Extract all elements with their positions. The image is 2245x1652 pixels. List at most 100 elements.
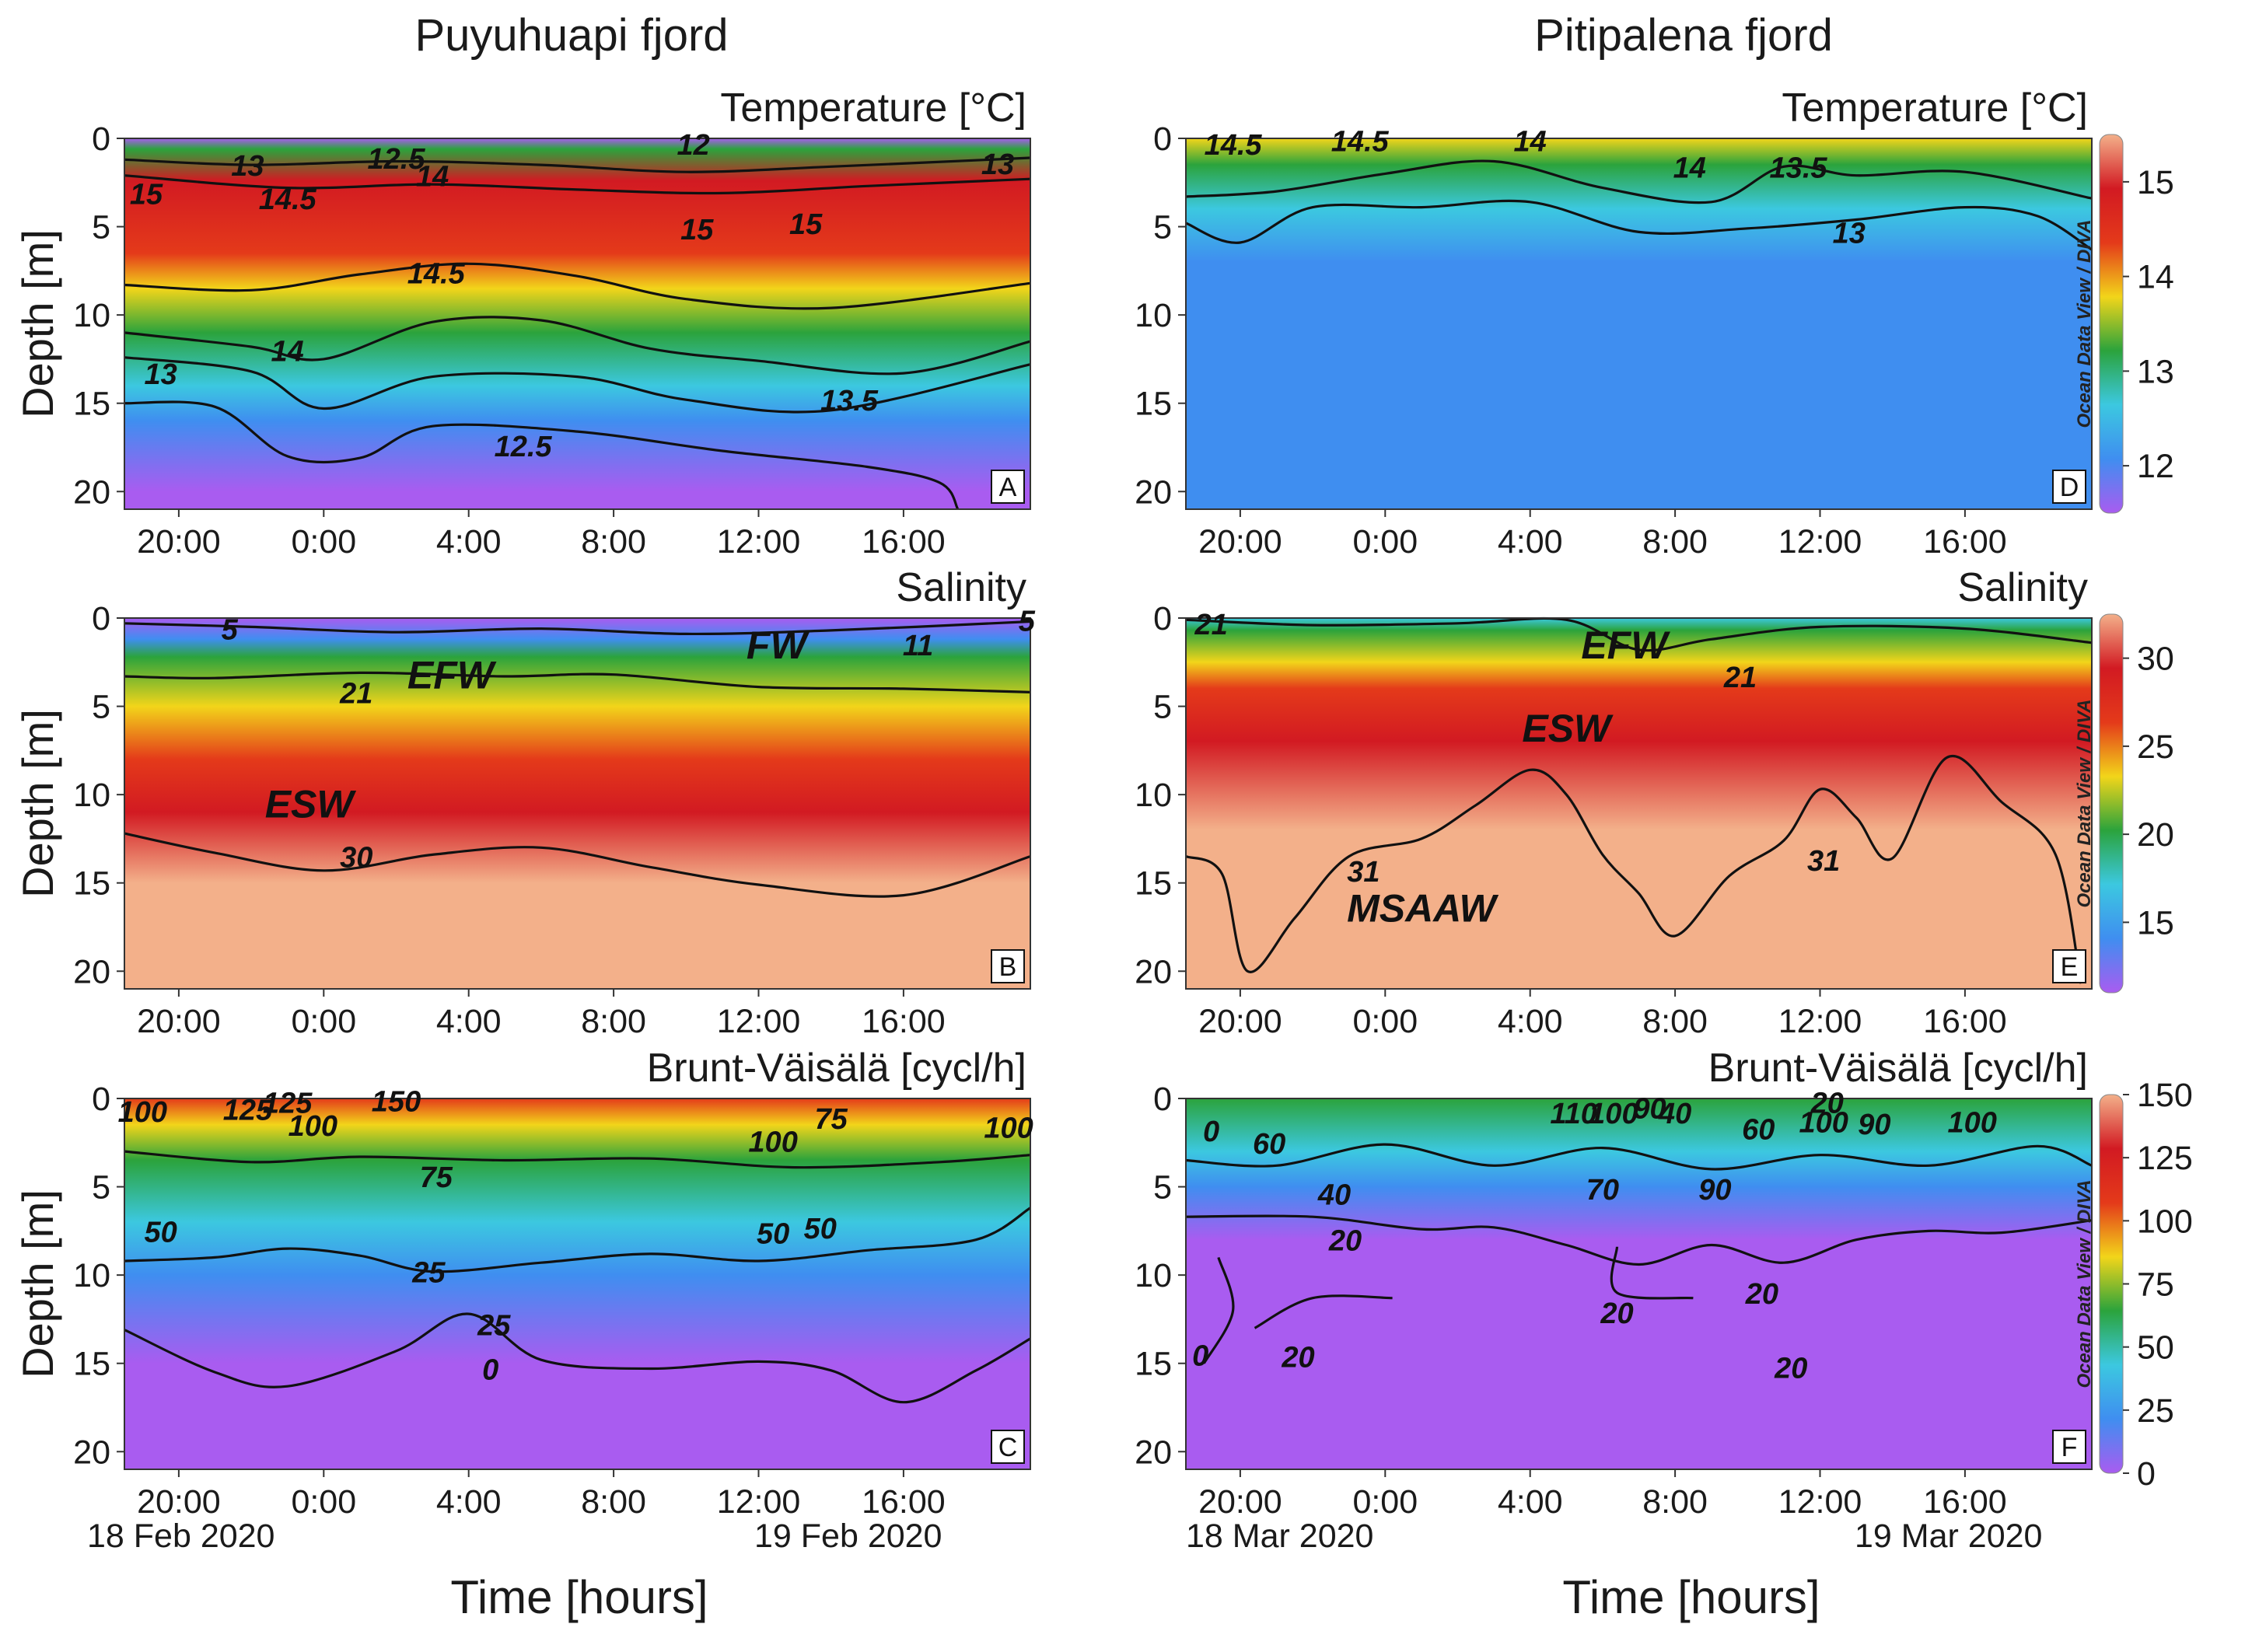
y-tick-label-f-15: 15 — [1135, 1346, 1172, 1383]
contour-label-f-10: 40 — [1317, 1179, 1351, 1212]
colorbar-label-e-15: 15 — [2137, 904, 2174, 941]
contour-line-a-5 — [124, 400, 960, 510]
x-tick-label-d-5: 16:00 — [1923, 523, 2007, 561]
colorbar-label-d-14: 14 — [2137, 259, 2174, 296]
contour-label-f-6: 90 — [1858, 1109, 1890, 1141]
contour-line-c-0 — [124, 1150, 1031, 1169]
contour-label-f-0: 110 — [1550, 1098, 1597, 1130]
contour-line-d-1 — [1185, 199, 2093, 251]
panel-d: 14.5 14.5 14 14 13.5 13 Temperature [°C] 0 5 10 15… — [1135, 86, 2174, 561]
panel-frame-e — [1185, 617, 2093, 990]
contour-label-a-7: 15 — [680, 214, 714, 246]
panel-title-a: Temperature [°C] — [720, 86, 1026, 131]
water-mass-label-esw-e: ESW — [1522, 707, 1614, 750]
y-tick-label-e-5: 5 — [1153, 689, 1172, 726]
contour-line-a-1 — [124, 174, 1031, 195]
contour-label-c-14: 0 — [482, 1354, 498, 1387]
y-tick-label-e-10: 10 — [1135, 777, 1172, 814]
contour-label-a-5: 14.5 — [259, 183, 317, 216]
x-tick-label-a-3: 8:00 — [581, 523, 646, 561]
date-label-right-end: 19 Mar 2020 — [1855, 1518, 2043, 1555]
contour-label-c-5: 75 — [815, 1103, 848, 1136]
column-title-pitipalena: Pitipalena fjord — [1534, 10, 1833, 61]
y-tick-label-c-10: 10 — [73, 1257, 110, 1294]
y-tick-label-f-20: 20 — [1135, 1434, 1172, 1471]
contour-label-a-4: 15 — [130, 178, 163, 211]
contour-label-f-16: 20 — [1774, 1352, 1807, 1385]
contour-line-a-4 — [124, 356, 1031, 414]
contour-label-a-11: 13 — [144, 358, 177, 391]
y-tick-label-e-15: 15 — [1135, 865, 1172, 903]
y-tick-label-c-5: 5 — [92, 1169, 110, 1207]
x-tick-label-e-3: 8:00 — [1642, 1003, 1708, 1040]
column-title-puyuhuapi: Puyuhuapi fjord — [414, 10, 729, 61]
y-tick-label-c-0: 0 — [92, 1081, 110, 1118]
x-tick-label-e-0: 20:00 — [1198, 1003, 1282, 1040]
x-tick-label-b-1: 0:00 — [291, 1003, 356, 1040]
y-tick-label-d-5: 5 — [1153, 209, 1172, 246]
panel-letter-box-e — [2052, 949, 2086, 983]
x-tick-label-b-2: 4:00 — [436, 1003, 502, 1040]
contour-line-b-0 — [124, 620, 1031, 636]
y-tick-label-f-5: 5 — [1153, 1169, 1172, 1207]
colorbar-credit-d: Ocean Data View / DIVA — [2074, 219, 2095, 428]
y-tick-label-f-0: 0 — [1153, 1081, 1172, 1118]
y-tick-label-b-20: 20 — [73, 953, 110, 990]
x-tick-label-a-2: 4:00 — [436, 523, 502, 561]
x-tick-label-a-4: 12:00 — [717, 523, 801, 561]
contour-line-b-1 — [124, 671, 1031, 693]
y-axis-title-a: Depth [m] — [13, 229, 62, 418]
y-tick-label-c-15: 15 — [73, 1346, 110, 1383]
contour-label-a-8: 15 — [789, 208, 823, 241]
contour-label-f-13: 20 — [1328, 1225, 1362, 1258]
contour-label-f-14: 20 — [1600, 1298, 1633, 1330]
colorbar-label-f-100: 100 — [2137, 1203, 2193, 1240]
x-tick-label-f-1: 0:00 — [1352, 1483, 1418, 1521]
contour-label-d-4: 13.5 — [1770, 152, 1828, 184]
panel-letter-f: F — [2061, 1433, 2078, 1462]
x-tick-label-e-2: 4:00 — [1498, 1003, 1563, 1040]
y-tick-label-b-5: 5 — [92, 689, 110, 726]
x-tick-label-b-0: 20:00 — [137, 1003, 221, 1040]
contour-label-f-3: 40 — [1658, 1098, 1691, 1130]
x-tick-label-d-1: 0:00 — [1352, 523, 1418, 561]
colorbar-label-f-50: 50 — [2137, 1329, 2174, 1367]
contour-label-b-2: 5 — [1019, 605, 1036, 637]
contour-label-c-0: 100 — [118, 1096, 167, 1129]
panel-b: 5 11 5 21 30 FW EFW ESW Salinity 0 5 10 15 20 20:00 0:0… — [13, 565, 1036, 1040]
x-tick-label-b-5: 16:00 — [862, 1003, 946, 1040]
y-tick-label-a-0: 0 — [92, 120, 110, 158]
panel-frame-f — [1185, 1098, 2093, 1470]
contour-line-a-0 — [124, 156, 1031, 173]
contour-label-d-2: 14 — [1514, 125, 1547, 158]
contour-label-c-12: 25 — [411, 1257, 446, 1290]
contour-label-a-10: 14 — [271, 336, 304, 368]
x-tick-label-c-1: 0:00 — [291, 1483, 356, 1521]
heatmap-c — [124, 1098, 1030, 1469]
colorbar-label-f-125: 125 — [2137, 1140, 2193, 1177]
heatmap-a — [124, 138, 1030, 509]
colorbar-label-f-75: 75 — [2137, 1266, 2174, 1304]
contour-label-f-17: 20 — [1281, 1342, 1314, 1374]
contour-label-f-5: 60 — [1253, 1128, 1285, 1161]
contour-label-f-2: 100 — [1589, 1098, 1638, 1130]
contour-label-a-13: 12.5 — [495, 431, 553, 463]
panel-letter-box-f — [2052, 1430, 2086, 1464]
y-tick-label-a-5: 5 — [92, 209, 110, 246]
x-tick-label-c-3: 8:00 — [581, 1483, 646, 1521]
water-mass-label-esw-b: ESW — [265, 783, 357, 826]
contour-label-b-1: 11 — [903, 630, 933, 662]
date-label-right-start: 18 Mar 2020 — [1186, 1518, 1374, 1555]
x-tick-label-d-4: 12:00 — [1778, 523, 1862, 561]
contour-label-e-1: 21 — [1723, 662, 1757, 694]
contour-label-e-2: 31 — [1347, 856, 1380, 889]
contour-label-c-2: 100 — [288, 1110, 337, 1143]
heatmap-b — [124, 618, 1030, 989]
x-tick-label-d-3: 8:00 — [1642, 523, 1708, 561]
panel-title-d: Temperature [°C] — [1782, 86, 2088, 131]
y-tick-label-e-0: 0 — [1153, 600, 1172, 637]
contour-line-f-1 — [1185, 1214, 2093, 1266]
contour-label-f-12: 90 — [1698, 1174, 1731, 1207]
